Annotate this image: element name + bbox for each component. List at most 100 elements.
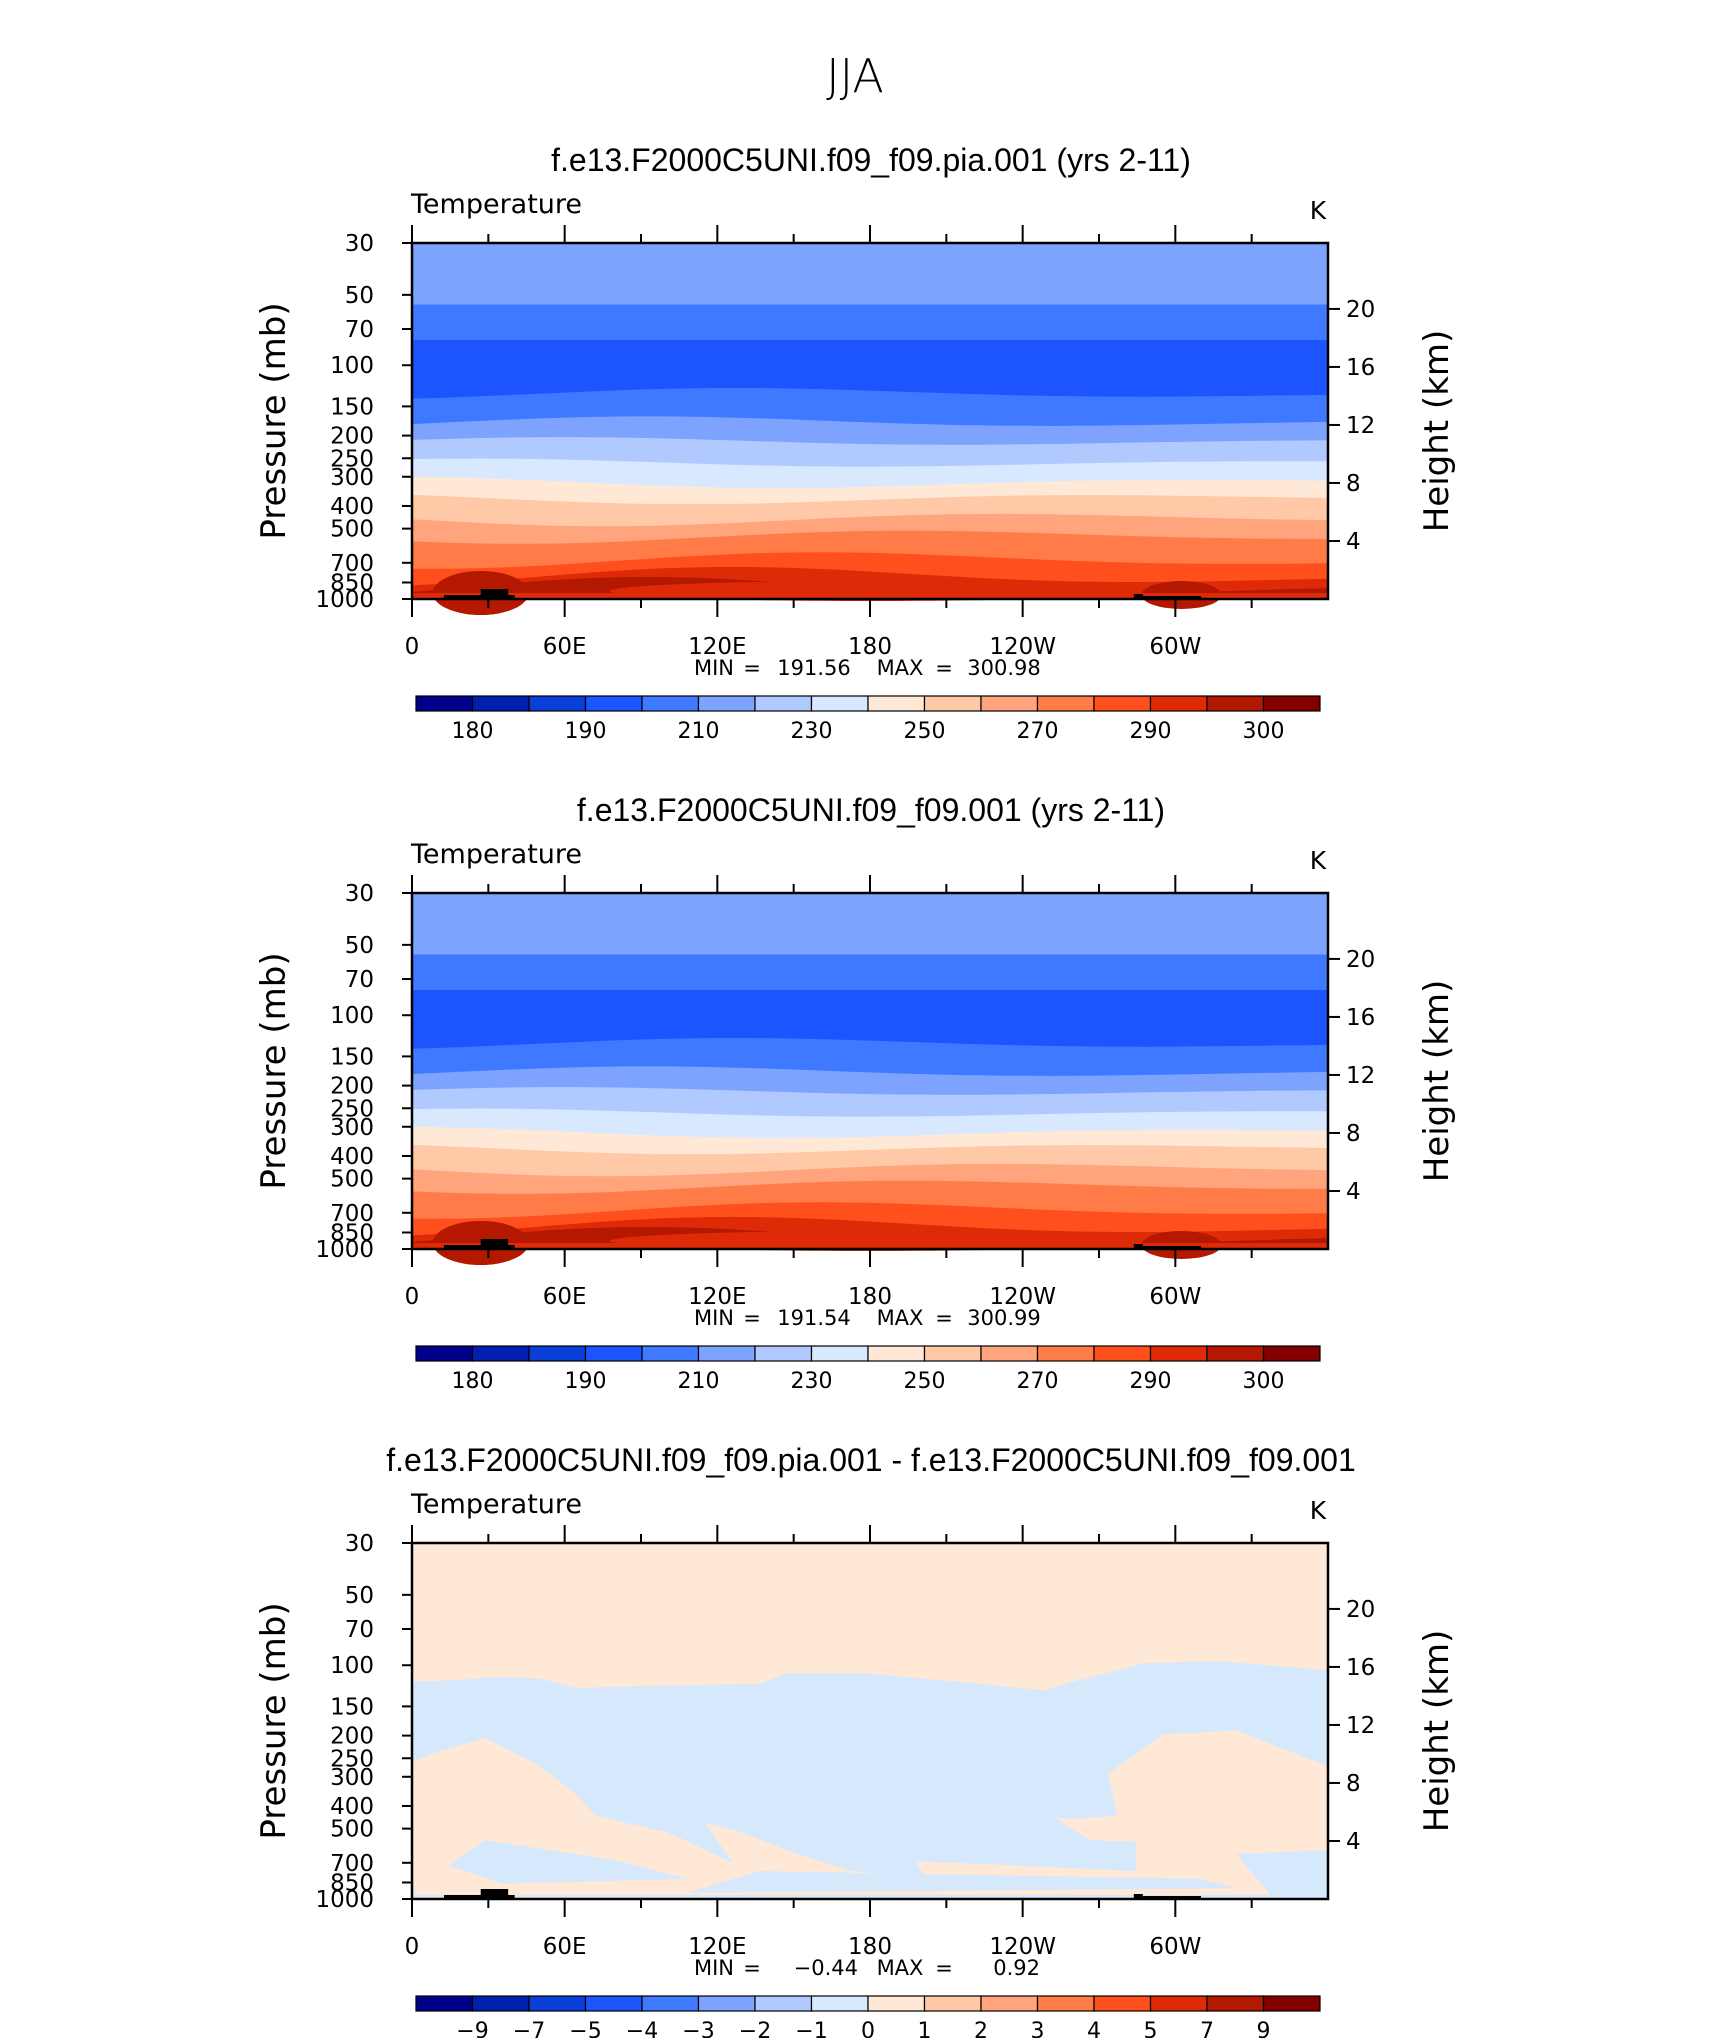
- y-tick-label: 500: [330, 517, 374, 543]
- colorbar-box: [641, 695, 700, 712]
- colorbar-box: [1206, 1995, 1265, 2012]
- y-tick-label: 100: [330, 1653, 374, 1679]
- y-tick-label: 200: [330, 1074, 374, 1100]
- min-label: MIN: [694, 1956, 734, 1980]
- contour-band: [412, 1243, 1328, 1249]
- panel-1: f.e13.F2000C5UNI.f09_f09.pia.001 (yrs 2-…: [254, 142, 1457, 744]
- colorbar-label: −3: [682, 2019, 714, 2038]
- colorbar-label: 230: [791, 1369, 833, 1394]
- colorbar-box: [754, 695, 813, 712]
- topography: [1133, 1894, 1143, 1899]
- colorbar-box: [528, 695, 587, 712]
- colorbar-box: [1093, 1345, 1152, 1362]
- y2-tick-label: 20: [1346, 947, 1375, 973]
- colorbar-label: −1: [795, 2019, 827, 2038]
- topography: [444, 1239, 515, 1249]
- y-tick-label: 50: [345, 1583, 374, 1609]
- colorbar-box: [923, 1995, 982, 2012]
- colorbar-box: [641, 1995, 700, 2012]
- y-tick-label: 150: [330, 1694, 374, 1720]
- max-value: 300.99: [967, 1306, 1040, 1330]
- y2-tick-label: 20: [1346, 297, 1375, 323]
- colorbar-box: [980, 695, 1039, 712]
- negative-region: [1236, 1850, 1328, 1897]
- colorbar-label: −5: [569, 2019, 601, 2038]
- colorbar-label: 2: [974, 2019, 988, 2038]
- y-tick-label: 400: [330, 1144, 374, 1170]
- x-tick-label: 0: [405, 634, 420, 660]
- colorbar-box: [584, 1345, 643, 1362]
- x-tick-label: 120E: [688, 1934, 746, 1960]
- colorbar-label: 1: [918, 2019, 932, 2038]
- colorbar-box: [584, 695, 643, 712]
- x-tick-label: 120E: [688, 634, 746, 660]
- colorbar-label: 290: [1130, 719, 1172, 744]
- y-axis-label: Pressure (mb): [254, 952, 294, 1189]
- colorbar-box: [1262, 695, 1321, 712]
- colorbar-box: [471, 1995, 530, 2012]
- panels: f.e13.F2000C5UNI.f09_f09.pia.001 (yrs 2-…: [254, 142, 1457, 2038]
- colorbar-box: [810, 1995, 869, 2012]
- topography: [1133, 1244, 1143, 1249]
- colorbar-box: [1149, 695, 1208, 712]
- x-tick-label: 60E: [543, 634, 587, 660]
- colorbar-label: 0: [861, 2019, 875, 2038]
- x-tick-label: 60W: [1149, 1934, 1201, 1960]
- variable-label: Temperature: [410, 189, 582, 220]
- y-tick-label: 300: [330, 465, 374, 491]
- y-tick-label: 1000: [315, 1887, 374, 1913]
- figure-title: JJA: [826, 49, 884, 103]
- max-label: MAX: [877, 1956, 924, 1980]
- y2-tick-label: 4: [1346, 529, 1361, 555]
- colorbar-box: [754, 1995, 813, 2012]
- colorbar-box: [1036, 1345, 1095, 1362]
- y-tick-label: 30: [345, 1531, 374, 1557]
- colorbar-label: −9: [456, 2019, 488, 2038]
- colorbar-label: 4: [1087, 2019, 1101, 2038]
- colorbar-label: 180: [452, 1369, 494, 1394]
- colorbar-box: [923, 695, 982, 712]
- colorbar-box: [1036, 1995, 1095, 2012]
- y-tick-label: 400: [330, 494, 374, 520]
- topography: [444, 589, 515, 599]
- y-tick-label: 100: [330, 353, 374, 379]
- panel-3: f.e13.F2000C5UNI.f09_f09.pia.001 - f.e13…: [254, 1442, 1457, 2038]
- x-tick-label: 120W: [989, 1934, 1056, 1960]
- colorbar-label: 190: [565, 1369, 607, 1394]
- y-tick-label: 1000: [315, 1237, 374, 1263]
- colorbar-label: 270: [1017, 1369, 1059, 1394]
- colorbar-label: 290: [1130, 1369, 1172, 1394]
- y2-tick-label: 8: [1346, 1121, 1361, 1147]
- colorbar-label: 3: [1031, 2019, 1045, 2038]
- colorbar-label: 250: [904, 1369, 946, 1394]
- min-equals: =: [743, 1306, 761, 1330]
- colorbar-box: [1262, 1345, 1321, 1362]
- y-tick-label: 300: [330, 1765, 374, 1791]
- y-tick-label: 850: [330, 571, 374, 597]
- negative-region: [412, 1661, 1328, 1877]
- x-tick-label: 120W: [989, 634, 1056, 660]
- x-tick-label: 180: [848, 634, 892, 660]
- colorbar-label: 5: [1144, 2019, 1158, 2038]
- panel-title: f.e13.F2000C5UNI.f09_f09.001 (yrs 2-11): [577, 792, 1165, 828]
- y-tick-label: 250: [330, 446, 374, 472]
- colorbar-label: 7: [1200, 2019, 1214, 2038]
- colorbar-label: 190: [565, 719, 607, 744]
- colorbar-label: 300: [1243, 1369, 1285, 1394]
- colorbar-box: [471, 1345, 530, 1362]
- max-equals: =: [935, 656, 953, 680]
- colorbar-box: [1036, 695, 1095, 712]
- panel-2: f.e13.F2000C5UNI.f09_f09.001 (yrs 2-11) 0…: [254, 792, 1457, 1394]
- y-tick-label: 30: [345, 231, 374, 257]
- colorbar-box: [1093, 1995, 1152, 2012]
- colorbar-box: [810, 695, 869, 712]
- colorbar-box: [980, 1345, 1039, 1362]
- colorbar-box: [1206, 695, 1265, 712]
- y-tick-label: 30: [345, 881, 374, 907]
- y-tick-label: 150: [330, 1044, 374, 1070]
- colorbar-box: [528, 1995, 587, 2012]
- min-equals: =: [743, 656, 761, 680]
- y2-tick-label: 4: [1346, 1829, 1361, 1855]
- colorbar-box: [867, 1995, 926, 2012]
